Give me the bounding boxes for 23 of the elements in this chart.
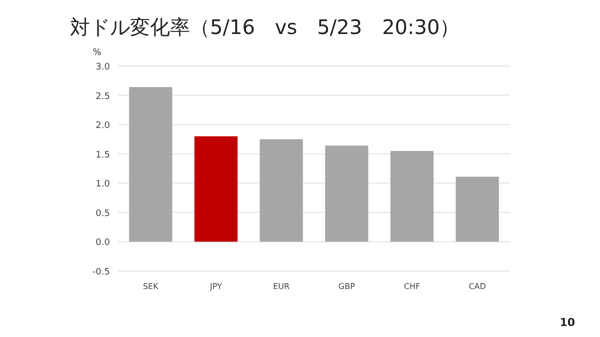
text: 10 bbox=[560, 316, 576, 329]
bar bbox=[325, 146, 368, 242]
y-tick-label: 2.0 bbox=[96, 121, 110, 132]
y-tick-label: 3.0 bbox=[96, 62, 110, 72]
x-tick-label: EUR bbox=[273, 282, 290, 291]
y-tick-label: 2.5 bbox=[96, 92, 110, 102]
y-axis-title: % bbox=[92, 48, 102, 58]
x-tick-label: CHF bbox=[404, 282, 420, 291]
y-tick-label: 1.5 bbox=[96, 150, 110, 160]
bar bbox=[194, 136, 238, 242]
bar bbox=[456, 176, 499, 242]
y-tick-label: -0.5 bbox=[92, 268, 110, 278]
bar bbox=[129, 87, 172, 242]
y-tick-label: 1.0 bbox=[96, 180, 110, 190]
bar bbox=[260, 139, 303, 242]
x-tick-label: SEK bbox=[142, 282, 160, 291]
x-tick-label: GBP bbox=[338, 282, 356, 291]
x-tick-label: JPY bbox=[209, 282, 222, 291]
x-tick-label: CAD bbox=[468, 282, 486, 291]
y-tick-label: 0.0 bbox=[96, 238, 110, 248]
chart-title: 対ドル変化率（5/16 vs 5/23 20:30） bbox=[70, 15, 460, 39]
y-tick-label: 0.5 bbox=[96, 208, 110, 219]
bar bbox=[390, 150, 434, 242]
